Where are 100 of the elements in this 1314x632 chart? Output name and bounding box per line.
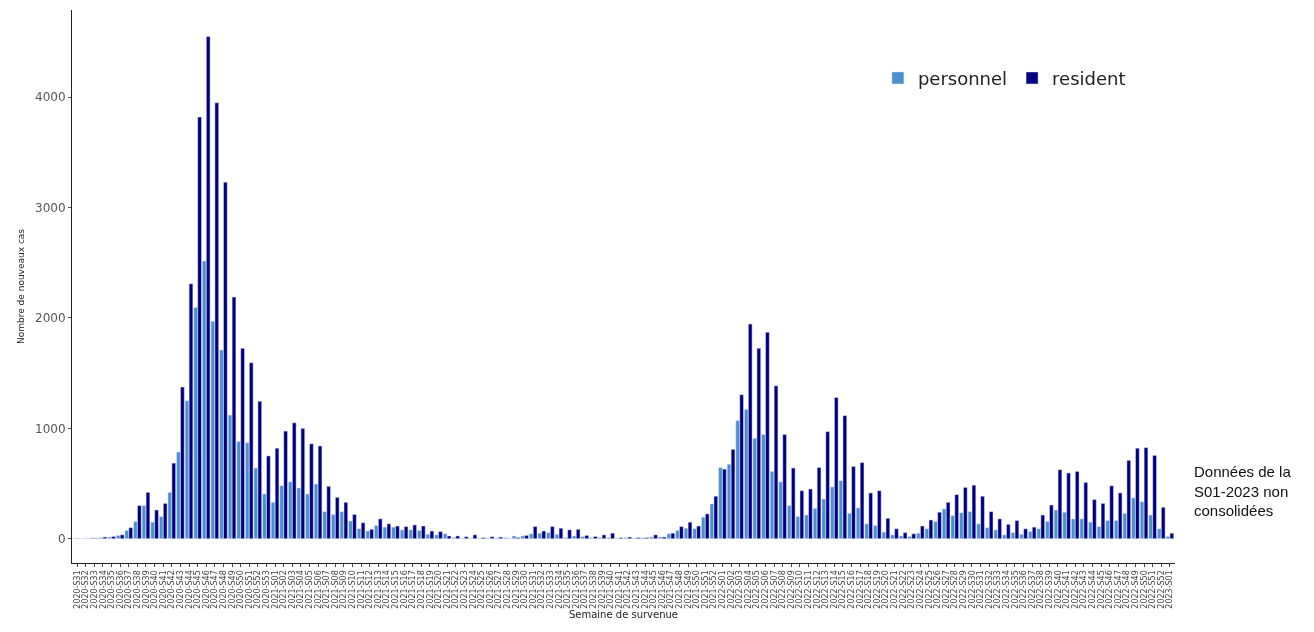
x-tick-label: 2022-S46: [1105, 570, 1115, 609]
x-tick-label: 2020-S47: [210, 570, 220, 609]
bar: [386, 523, 392, 539]
bar: [859, 462, 865, 539]
x-tick-label: 2022-S23: [907, 570, 917, 609]
x-tick-label: 2022-S15: [838, 570, 848, 609]
x-tick-label: 2020-S37: [124, 570, 134, 609]
bar: [756, 348, 761, 539]
bar: [360, 522, 366, 539]
x-tick-label: 2021-S41: [614, 570, 624, 609]
bar: [541, 530, 546, 539]
bar: [920, 525, 925, 539]
x-tick-label: 2021-S02: [279, 570, 289, 609]
x-tick-label: 2022-S17: [855, 570, 865, 609]
x-tick-label: 2022-S41: [1062, 570, 1072, 609]
bar: [601, 534, 607, 539]
x-tick-label: 2021-S47: [666, 570, 676, 609]
legend-label: resident: [1052, 67, 1126, 89]
x-tick-label: 2021-S44: [640, 570, 650, 609]
bar: [378, 518, 383, 539]
x-tick-label: 2021-S08: [330, 570, 340, 609]
bar: [533, 526, 538, 539]
x-tick-label: 2021-S12: [365, 570, 375, 609]
bar: [395, 525, 400, 539]
x-tick-label: 2021-S46: [657, 570, 667, 609]
bar: [834, 397, 839, 539]
x-tick-label: 2021-S34: [554, 570, 564, 609]
bar: [317, 445, 323, 539]
x-tick-label: 2021-S25: [477, 570, 487, 609]
bar: [180, 386, 185, 539]
x-axis-title: Semaine de survenue: [568, 608, 679, 620]
x-tick-label: 2022-S34: [1001, 570, 1011, 609]
x-tick-label: 2021-S51: [700, 570, 710, 609]
bar: [206, 36, 211, 539]
y-axis-title: Nombre de nouveaux cas: [16, 228, 27, 345]
bar: [928, 519, 934, 539]
x-tick-label: 2022-S28: [950, 570, 960, 609]
x-tick-label: 2020-S53: [262, 570, 272, 609]
bar: [765, 332, 770, 539]
x-tick-label: 2022-S20: [881, 570, 891, 609]
bar: [326, 486, 331, 539]
bar: [1049, 504, 1054, 539]
x-tick-label: 2021-S38: [588, 570, 598, 609]
bar: [894, 528, 899, 539]
bar: [1152, 455, 1157, 539]
bar: [971, 484, 977, 539]
bar: [808, 488, 813, 539]
x-tick-label: 2022-S40: [1053, 570, 1063, 609]
bar: [188, 283, 194, 539]
x-tick-label: 2022-S31: [976, 570, 986, 609]
bar: [748, 323, 753, 539]
bar: [567, 529, 572, 539]
bar: [274, 447, 280, 539]
x-tick-label: 2020-S33: [89, 570, 99, 609]
bar: [945, 502, 951, 539]
x-tick-label: 2022-S05: [752, 570, 762, 609]
bar: [1143, 447, 1149, 539]
bar: [825, 431, 830, 539]
x-tick-label: 2021-S50: [692, 570, 702, 609]
bar: [240, 348, 245, 539]
bar: [524, 535, 529, 539]
x-tick-label: 2021-S23: [459, 570, 469, 609]
bar: [1006, 524, 1011, 539]
x-tick-label: 2022-S44: [1088, 570, 1097, 609]
x-tick-label: 2020-S40: [150, 570, 160, 609]
x-tick-label: 2021-S10: [348, 570, 358, 609]
x-tick-label: 2021-S36: [571, 570, 581, 609]
bar: [842, 415, 847, 539]
x-tick-label: 2021-S04: [296, 570, 306, 609]
bar: [335, 497, 340, 539]
y-tick-label: 0: [57, 531, 66, 546]
bar: [403, 526, 409, 539]
x-tick-label: 2022-S18: [864, 570, 874, 609]
x-tick-label: 2021-S14: [382, 570, 392, 609]
x-tick-label: 2022-S22: [898, 570, 908, 609]
x-tick-label: 2022-S02: [726, 570, 736, 609]
bar: [266, 455, 271, 539]
bar: [653, 534, 658, 539]
x-tick-label: 2021-S15: [391, 570, 401, 609]
x-tick-label: 2021-S42: [623, 570, 633, 609]
bar: [666, 533, 671, 539]
x-tick-label: 2020-S44: [184, 570, 194, 609]
bar: [1066, 472, 1071, 539]
y-tick-label: 4000: [35, 90, 66, 105]
bar: [120, 534, 125, 539]
x-tick-label: 2020-S39: [141, 570, 151, 609]
x-tick-label: 2021-S18: [416, 570, 426, 609]
x-tick-label: 2020-S43: [176, 570, 186, 609]
bar: [576, 529, 581, 539]
x-tick-label: 2021-S33: [545, 570, 555, 609]
bar: [145, 492, 151, 539]
x-tick-label: 2020-S31: [72, 570, 82, 609]
x-tick-label: 2021-S32: [537, 570, 547, 609]
x-tick-label: 2020-S34: [98, 570, 108, 609]
x-tick-label: 2022-S12: [812, 570, 822, 609]
x-tick-label: 2022-S26: [933, 570, 943, 609]
bar: [799, 490, 804, 539]
bar: [1092, 499, 1097, 539]
x-tick-label: 2020-S46: [201, 570, 211, 609]
x-tick-label: 2021-S01: [270, 570, 280, 609]
